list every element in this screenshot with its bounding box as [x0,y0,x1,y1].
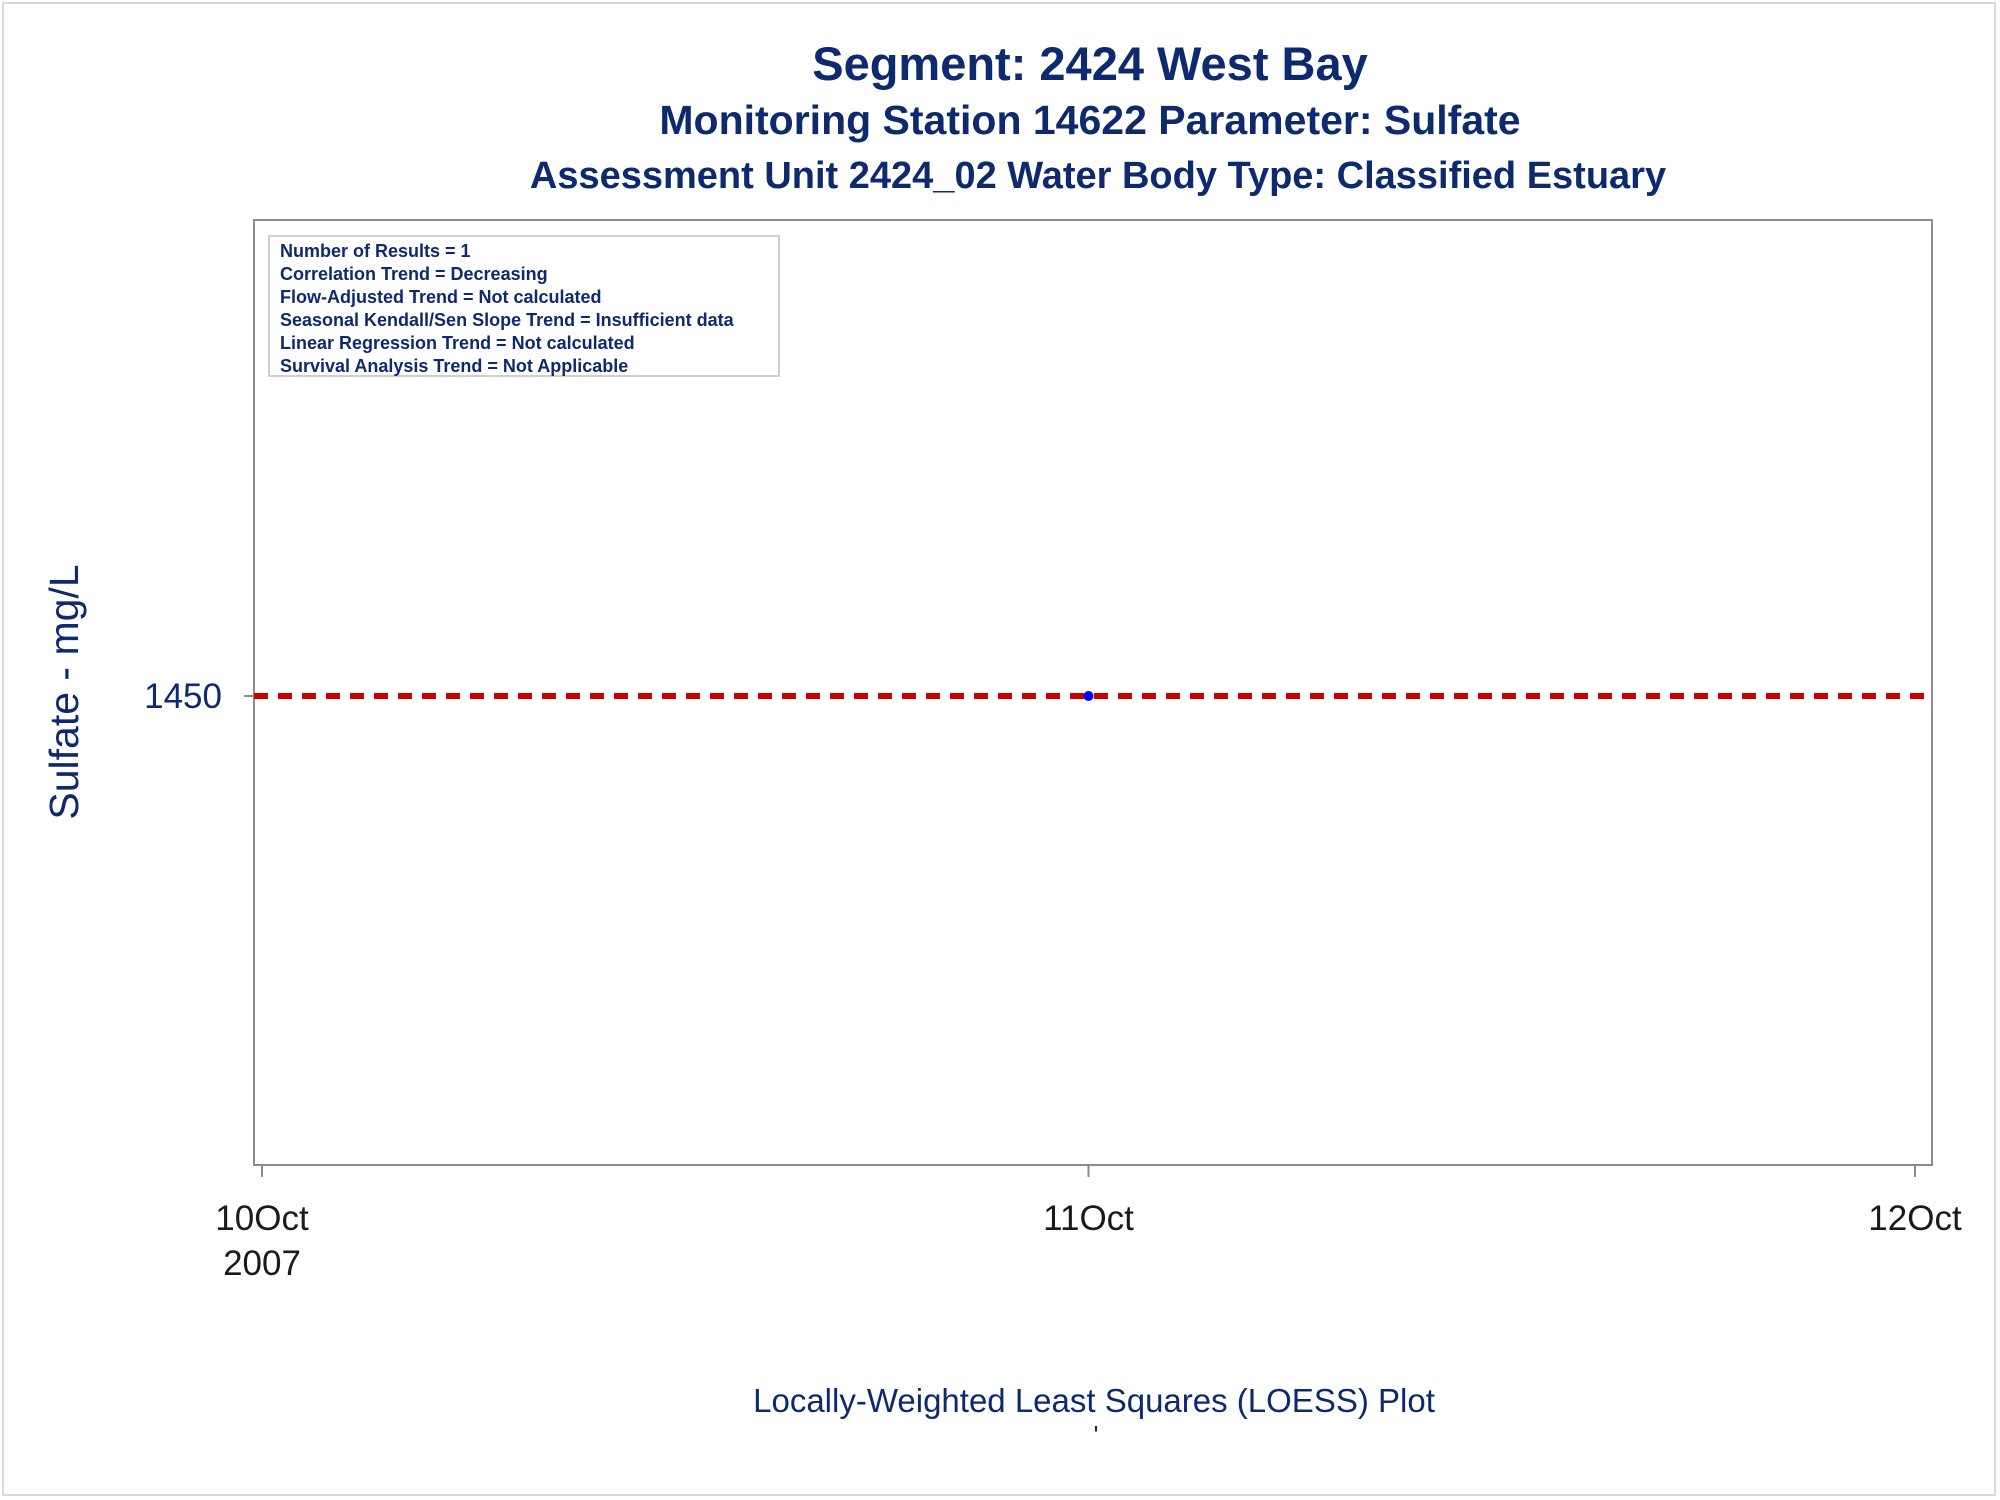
x-tick-label: 10Oct [215,1199,309,1238]
stat-seasonal-kendall-trend: Seasonal Kendall/Sen Slope Trend = Insuf… [280,310,734,330]
chart-subtitle-assessment: Assessment Unit 2424_02 Water Body Type:… [529,155,1667,197]
statistics-box: Number of Results = 1 Correlation Trend … [268,235,780,377]
chart-title: Segment: 2424 West Bay [812,37,1368,90]
x-tick-label: 2007 [223,1244,301,1283]
stat-flow-adjusted-trend: Flow-Adjusted Trend = Not calculated [280,287,602,307]
caption-mark: ' [1093,1420,1099,1450]
data-point [1083,691,1094,701]
y-axis-label: Sulfate - mg/L [41,564,87,819]
chart-subtitle-station: Monitoring Station 14622 Parameter: Sulf… [659,97,1521,143]
x-tick-label: 11Oct [1043,1199,1134,1238]
plot-border [253,219,1933,1166]
y-tick-label: 1450 [144,677,222,716]
stat-survival-analysis-trend: Survival Analysis Trend = Not Applicable [280,356,629,376]
stat-linear-regression-trend: Linear Regression Trend = Not calculated [280,333,635,353]
x-tick-label: 12Oct [1868,1199,1962,1238]
stat-correlation-trend: Correlation Trend = Decreasing [280,264,548,284]
stat-results-count: Number of Results = 1 [280,241,471,261]
plot-caption: Locally-Weighted Least Squares (LOESS) P… [753,1382,1435,1419]
